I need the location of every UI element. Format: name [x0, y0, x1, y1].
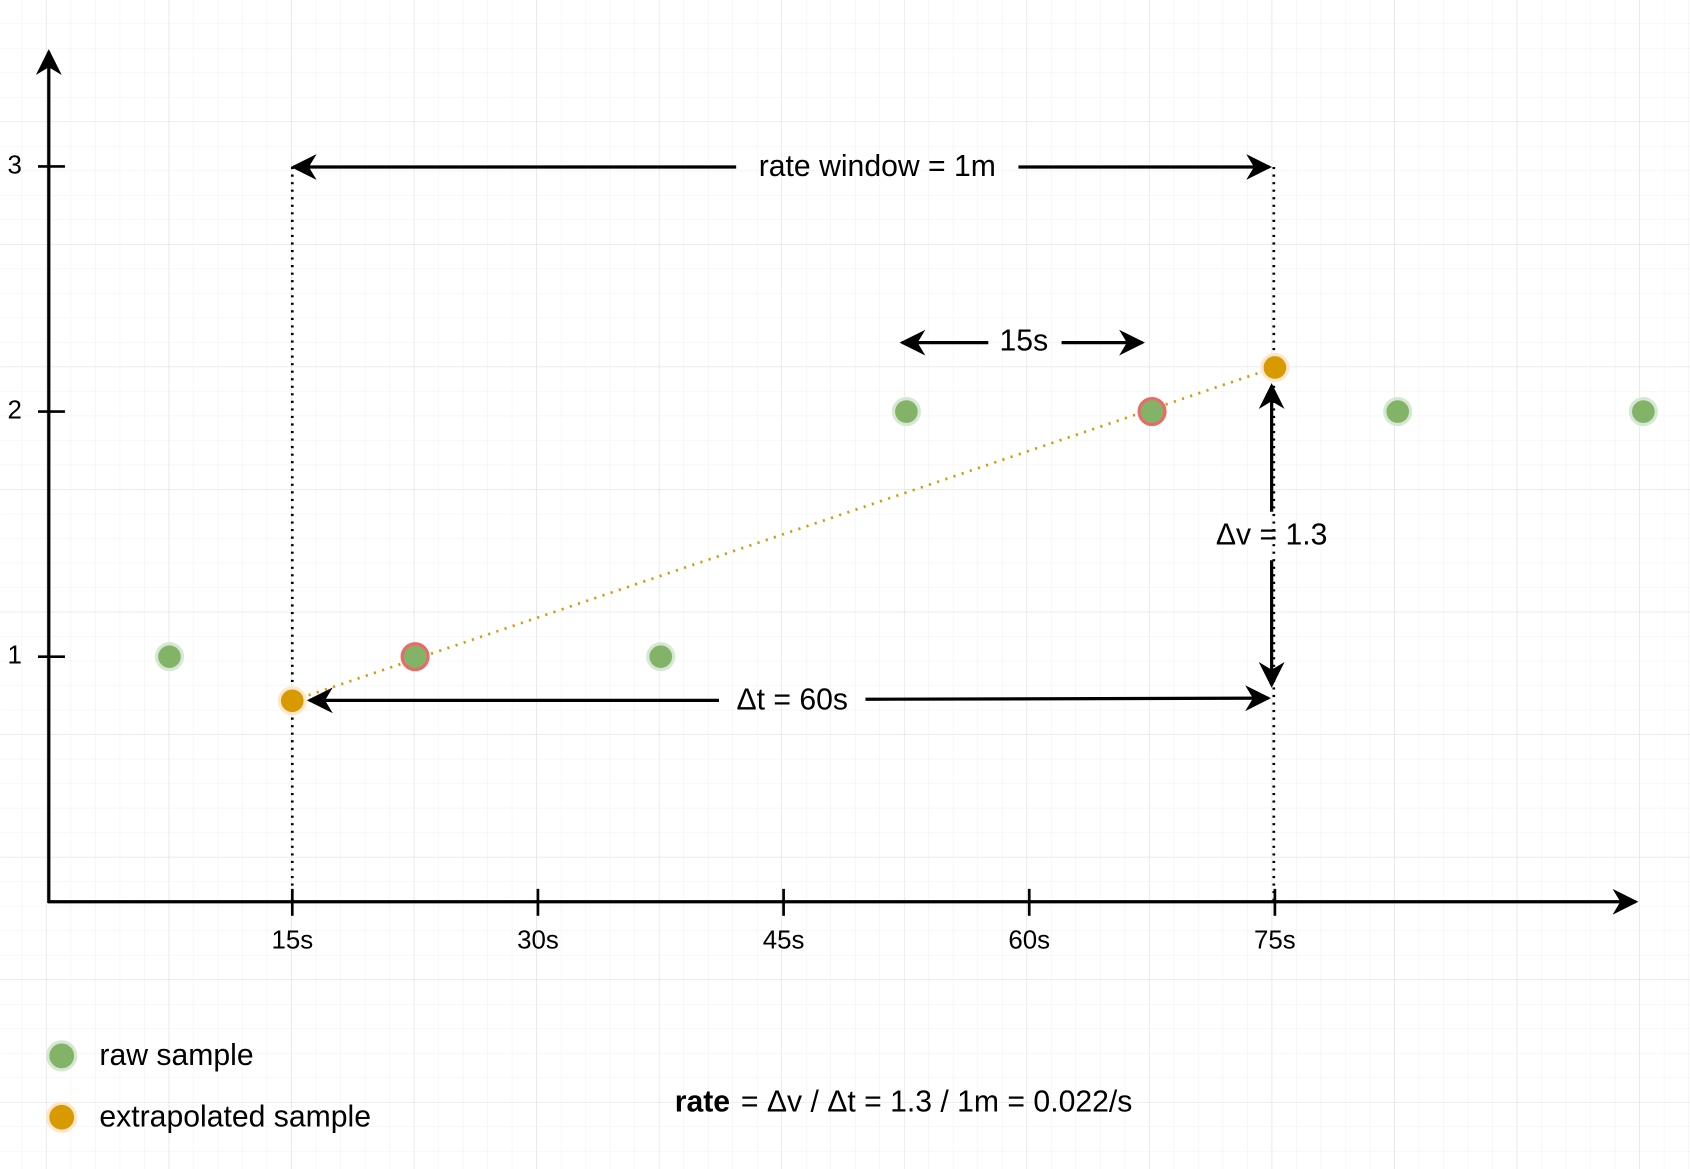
legend-extrapolated-swatch	[46, 1101, 78, 1133]
raw-sample	[1383, 397, 1413, 427]
delta-t-label: Δt = 60s	[736, 683, 848, 716]
samples	[154, 352, 1658, 716]
rate-window-label: rate window = 1m	[759, 150, 996, 183]
legend-raw-swatch	[46, 1040, 78, 1072]
x-tick-label: 45s	[763, 926, 805, 954]
arrow	[865, 685, 1272, 712]
raw-sample	[400, 642, 430, 672]
formula-bold: rate	[675, 1085, 730, 1118]
x-tick-label: 15s	[271, 926, 313, 954]
y-tick-label: 1	[7, 642, 21, 670]
raw-sample	[1137, 397, 1167, 427]
y-tick-label: 3	[7, 151, 21, 179]
extrapolated-sample	[277, 686, 307, 716]
y-tick-label: 2	[7, 396, 21, 424]
x-tick-label: 75s	[1254, 926, 1296, 954]
legend-extrapolated: extrapolated sample	[99, 1100, 371, 1133]
raw-sample	[154, 642, 185, 672]
raw-sample	[891, 397, 921, 427]
interval-label: 15s	[1000, 325, 1049, 358]
raw-sample	[1628, 397, 1658, 427]
extrapolated-sample	[1260, 352, 1290, 382]
extrapolation-line	[291, 366, 1276, 703]
x-tick-label: 60s	[1008, 926, 1050, 954]
x-tick-label: 30s	[517, 926, 559, 954]
formula-rest: = Δv / Δt = 1.3 / 1m = 0.022/s	[741, 1085, 1132, 1118]
legend-raw: raw sample	[99, 1039, 253, 1072]
delta-v-label: Δv = 1.3	[1216, 519, 1328, 552]
raw-sample	[646, 642, 676, 672]
formula: rate = Δv / Δt = 1.3 / 1m = 0.022/s	[675, 1085, 1133, 1118]
